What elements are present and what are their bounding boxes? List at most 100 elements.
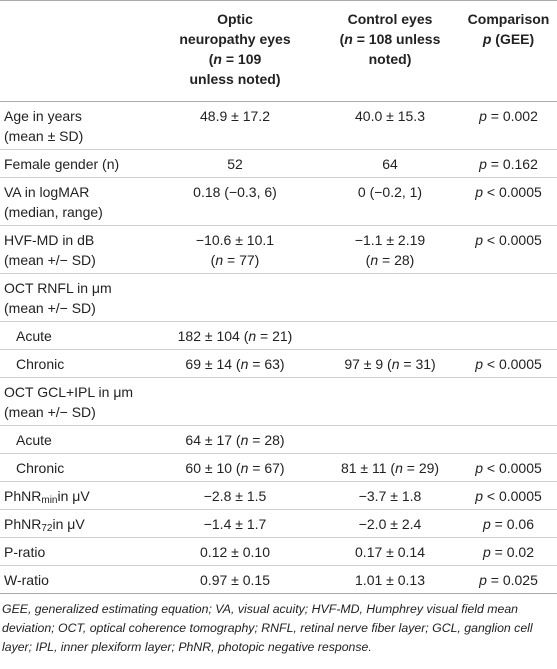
cell-line: HVF-MD in dB (4, 232, 95, 248)
row-label: Chronic (0, 453, 150, 482)
table-row: HVF-MD in dB (mean +/− SD) −10.6 ± 10.1 (n … (0, 225, 557, 274)
cell: 182 ± 104 (n = 21) (150, 321, 320, 350)
cell: 40.0 ± 15.3 (320, 101, 460, 150)
cell (460, 321, 557, 350)
cell (150, 273, 320, 322)
cell: 69 ± 14 (n = 63) (150, 349, 320, 378)
table: Optic neuropathy eyes (n = 109 unless noted… (0, 0, 557, 594)
row-label: VA in logMAR (median, range) (0, 177, 150, 226)
row-label: Chronic (0, 349, 150, 378)
cell: 64 (320, 149, 460, 178)
cell: −1.4 ± 1.7 (150, 509, 320, 538)
cell: 0.18 (−0.3, 6) (150, 177, 320, 226)
cell: 48.9 ± 17.2 (150, 101, 320, 150)
label-rest: in μV (57, 488, 90, 504)
cell: −3.7 ± 1.8 (320, 481, 460, 510)
cell: p < 0.0005 (460, 177, 557, 226)
row-label: P-ratio (0, 537, 150, 566)
cell (150, 377, 320, 426)
cell: −1.1 ± 2.19 (n = 28) (320, 225, 460, 274)
cell: p < 0.0005 (460, 481, 557, 510)
cell: 1.01 ± 0.13 (320, 565, 460, 594)
cell: p = 0.06 (460, 509, 557, 538)
cell-line: (mean +/− SD) (4, 252, 96, 268)
cell-line: (n = 77) (210, 252, 260, 268)
header-cell: Control eyes (n = 108 unless noted) (320, 0, 460, 102)
cell-line: (n = 109 (208, 51, 262, 67)
cell (460, 377, 557, 426)
cell: 97 ± 9 (n = 31) (320, 349, 460, 378)
cell (320, 273, 460, 322)
cell (320, 321, 460, 350)
cell: 81 ± 11 (n = 29) (320, 453, 460, 482)
cell: 0.12 ± 0.10 (150, 537, 320, 566)
table-row: PhNR72in μV −1.4 ± 1.7 −2.0 ± 2.4 p = 0.06 (0, 509, 557, 538)
table-row: Chronic 60 ± 10 (n = 67) 81 ± 11 (n = 29) p… (0, 453, 557, 482)
cell: −2.8 ± 1.5 (150, 481, 320, 510)
row-label: Female gender (n) (0, 149, 150, 178)
header-row: Optic neuropathy eyes (n = 109 unless noted… (0, 0, 557, 102)
row-label: W-ratio (0, 565, 150, 594)
table-row: Chronic 69 ± 14 (n = 63) 97 ± 9 (n = 31) p … (0, 349, 557, 378)
cell: 0 (−0.2, 1) (320, 177, 460, 226)
cell-line: OCT RNFL in μm (4, 280, 112, 296)
cell-line: (n = 108 unless (339, 31, 441, 47)
cell-line: −1.1 ± 2.19 (354, 232, 426, 248)
label-sub: min (41, 495, 58, 506)
table-row: PhNRminin μV −2.8 ± 1.5 −3.7 ± 1.8 p < 0.00… (0, 481, 557, 510)
table-row: P-ratio 0.12 ± 0.10 0.17 ± 0.14 p = 0.02 (0, 537, 557, 566)
cell: p = 0.002 (460, 101, 557, 150)
table-row: OCT RNFL in μm (mean +/− SD) (0, 273, 557, 322)
cell: 52 (150, 149, 320, 178)
cell-line: Control eyes (347, 11, 433, 27)
table-body: Age in years (mean ± SD) 48.9 ± 17.2 40.0 ±… (0, 101, 557, 594)
cell: 0.97 ± 0.15 (150, 565, 320, 594)
cell-line: unless noted) (189, 71, 281, 87)
cell-line: VA in logMAR (4, 184, 90, 200)
label-sub: 72 (41, 523, 53, 534)
table-row: Female gender (n) 52 64 p = 0.162 (0, 149, 557, 178)
cell: p = 0.02 (460, 537, 557, 566)
header-cell: Comparison p (GEE) (460, 0, 557, 102)
cell (320, 377, 460, 426)
cell-line: Comparison (467, 11, 550, 27)
label-rest: in μV (52, 516, 85, 532)
cell-line: neuropathy eyes (179, 31, 291, 47)
table-row: Acute 64 ± 17 (n = 28) (0, 425, 557, 454)
cell-line: (mean +/− SD) (4, 404, 96, 420)
cell (320, 425, 460, 454)
cell-line: −10.6 ± 10.1 (195, 232, 275, 248)
row-label: HVF-MD in dB (mean +/− SD) (0, 225, 150, 274)
cell: p = 0.162 (460, 149, 557, 178)
cell-line: (mean +/− SD) (4, 300, 96, 316)
label-base: PhNR (4, 488, 42, 504)
cell (460, 273, 557, 322)
cell-line: Optic (217, 11, 253, 27)
cell-line: (median, range) (4, 204, 103, 220)
cell: p < 0.0005 (460, 225, 557, 274)
row-label: PhNR72in μV (0, 509, 150, 538)
row-label: Acute (0, 425, 150, 454)
table-row: OCT GCL+IPL in μm (mean +/− SD) (0, 377, 557, 426)
header-cell: Optic neuropathy eyes (n = 109 unless noted… (150, 0, 320, 102)
row-label: OCT RNFL in μm (mean +/− SD) (0, 273, 150, 322)
cell-line: (mean ± SD) (4, 128, 84, 144)
cell: p = 0.025 (460, 565, 557, 594)
cell (460, 425, 557, 454)
cell-line: Age in years (4, 108, 82, 124)
cell-line: (n = 28) (365, 252, 415, 268)
cell: 0.17 ± 0.14 (320, 537, 460, 566)
cell: 60 ± 10 (n = 67) (150, 453, 320, 482)
table-row: Acute 182 ± 104 (n = 21) (0, 321, 557, 350)
label-base: PhNR (4, 516, 42, 532)
table-row: Age in years (mean ± SD) 48.9 ± 17.2 40.0 ±… (0, 101, 557, 150)
cell: −2.0 ± 2.4 (320, 509, 460, 538)
footnote: GEE, generalized estimating equation; VA… (2, 602, 533, 654)
row-label: PhNRminin μV (0, 481, 150, 510)
cell-line: p (GEE) (482, 31, 535, 47)
table-row: VA in logMAR (median, range) 0.18 (−0.3, 6… (0, 177, 557, 226)
cell: −10.6 ± 10.1 (n = 77) (150, 225, 320, 274)
cell: 64 ± 17 (n = 28) (150, 425, 320, 454)
cell-line: noted) (368, 51, 412, 67)
